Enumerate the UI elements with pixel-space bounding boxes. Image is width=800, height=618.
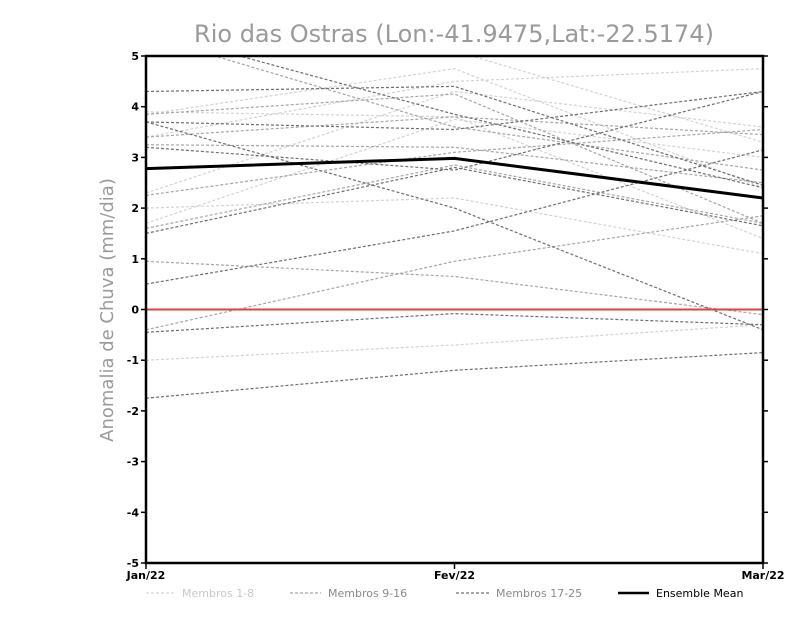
ensemble-mean-line xyxy=(146,156,763,200)
member-series-line xyxy=(146,118,763,224)
member-series-line xyxy=(146,312,763,333)
x-tick-label: Mar/22 xyxy=(741,569,784,582)
member-series-line xyxy=(146,111,763,240)
member-series-line xyxy=(146,116,763,138)
x-ticks: Jan/22 Fev/22 Mar/22 xyxy=(126,563,785,582)
y-axis-label: Anomalia de Chuva (mm/dia) xyxy=(97,178,118,442)
series-layer xyxy=(146,56,763,399)
member-series-line xyxy=(146,352,763,399)
legend-label: Ensemble Mean xyxy=(656,587,743,600)
member-series-line xyxy=(146,85,763,186)
member-series-line xyxy=(146,128,763,196)
x-tick-label: Fev/22 xyxy=(434,569,475,582)
member-series-line xyxy=(146,144,763,184)
y-ticks: -5 -4 -3 -2 -1 0 1 2 3 4 5 xyxy=(127,50,768,570)
y-tick-label: 2 xyxy=(131,202,139,215)
member-series-line xyxy=(146,166,763,234)
member-series-line xyxy=(212,56,763,171)
chart-title: Rio das Ostras (Lon:-41.9475,Lat:-22.517… xyxy=(194,20,714,48)
y-tick-label: -5 xyxy=(127,557,139,570)
member-series-line xyxy=(146,93,763,224)
y-tick-label: -3 xyxy=(127,456,139,469)
ensemble-mean-layer xyxy=(146,156,763,200)
y-tick-label: -2 xyxy=(127,405,139,418)
member-series-line xyxy=(237,56,763,189)
y-tick-label: 4 xyxy=(131,101,139,114)
member-series-line xyxy=(146,324,763,361)
member-series-line xyxy=(146,215,763,331)
legend-label: Membros 9-16 xyxy=(328,587,407,600)
member-series-line xyxy=(146,260,763,316)
member-series-line xyxy=(146,90,763,194)
member-series-line xyxy=(146,197,763,255)
y-tick-label: -1 xyxy=(127,354,139,367)
legend-label: Membros 17-25 xyxy=(496,587,582,600)
y-tick-label: 1 xyxy=(131,253,139,266)
y-tick-label: 3 xyxy=(131,151,139,164)
member-series-line xyxy=(146,149,763,285)
y-tick-label: 5 xyxy=(131,50,139,63)
member-series-line xyxy=(146,121,763,331)
y-tick-label: -4 xyxy=(127,506,140,519)
member-series-line xyxy=(146,90,763,131)
legend-label: Membros 1-8 xyxy=(182,587,254,600)
member-series-line xyxy=(146,90,763,171)
y-tick-label: 0 xyxy=(131,304,139,317)
x-tick-label: Jan/22 xyxy=(126,569,166,582)
member-series-line xyxy=(146,68,763,189)
legend: Membros 1-8 Membros 9-16 Membros 17-25 Ense… xyxy=(146,587,743,600)
